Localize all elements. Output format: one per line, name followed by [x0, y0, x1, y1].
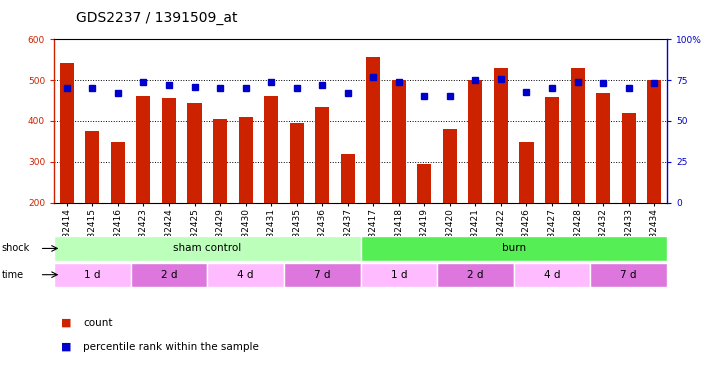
- Text: GDS2237 / 1391509_at: GDS2237 / 1391509_at: [76, 11, 237, 25]
- Bar: [315, 106, 329, 202]
- Bar: [54, 236, 360, 261]
- Bar: [622, 113, 636, 202]
- Text: burn: burn: [502, 243, 526, 254]
- Bar: [513, 262, 590, 287]
- Text: sham control: sham control: [173, 243, 242, 254]
- Bar: [519, 142, 534, 202]
- Text: 1 d: 1 d: [84, 270, 101, 280]
- Bar: [469, 80, 482, 203]
- Bar: [284, 262, 360, 287]
- Bar: [208, 262, 284, 287]
- Bar: [85, 131, 99, 203]
- Text: percentile rank within the sample: percentile rank within the sample: [83, 342, 259, 352]
- Bar: [162, 98, 176, 202]
- Bar: [111, 142, 125, 202]
- Bar: [494, 68, 508, 203]
- Bar: [131, 262, 208, 287]
- Bar: [437, 262, 513, 287]
- Text: ■: ■: [61, 318, 72, 327]
- Text: 2 d: 2 d: [161, 270, 177, 280]
- Bar: [360, 262, 437, 287]
- Text: 7 d: 7 d: [314, 270, 330, 280]
- Bar: [290, 123, 304, 202]
- Bar: [443, 129, 457, 202]
- Bar: [417, 164, 431, 202]
- Text: 7 d: 7 d: [620, 270, 637, 280]
- Text: shock: shock: [1, 243, 30, 254]
- Bar: [136, 96, 151, 202]
- Text: 1 d: 1 d: [391, 270, 407, 280]
- Bar: [213, 119, 227, 202]
- Bar: [187, 104, 202, 202]
- Text: 4 d: 4 d: [237, 270, 254, 280]
- Bar: [366, 57, 380, 202]
- Bar: [596, 93, 610, 202]
- Bar: [590, 262, 667, 287]
- Bar: [392, 80, 406, 203]
- Bar: [545, 97, 559, 202]
- Bar: [360, 236, 667, 261]
- Text: time: time: [1, 270, 24, 280]
- Bar: [264, 96, 278, 202]
- Text: ■: ■: [61, 342, 72, 352]
- Bar: [647, 80, 661, 203]
- Bar: [341, 154, 355, 203]
- Bar: [54, 262, 131, 287]
- Bar: [570, 68, 585, 203]
- Bar: [60, 63, 74, 202]
- Bar: [239, 117, 252, 202]
- Text: 4 d: 4 d: [544, 270, 560, 280]
- Text: 2 d: 2 d: [467, 270, 484, 280]
- Text: count: count: [83, 318, 112, 327]
